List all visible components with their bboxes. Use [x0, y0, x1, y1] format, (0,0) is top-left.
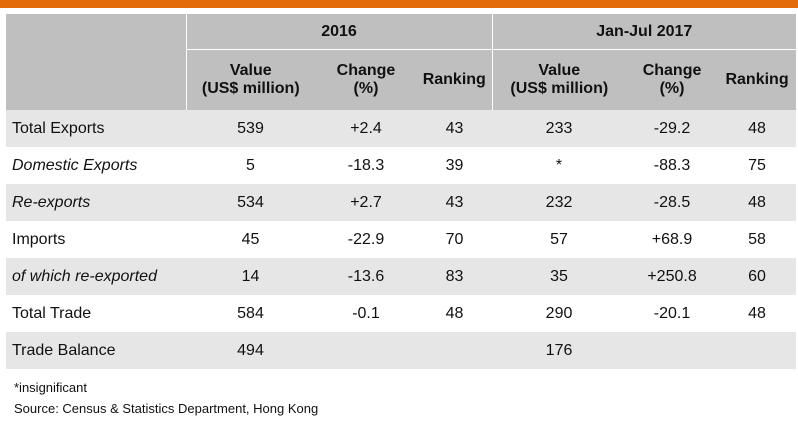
cell-change-2017: +250.8 — [626, 258, 719, 295]
row-label: Imports — [12, 230, 66, 248]
table-row-total-exports: Total Exports 539 +2.4 43 233 -29.2 48 — [6, 110, 797, 147]
cell-change-2016: -22.9 — [347, 230, 385, 248]
cell-value-2017: * — [555, 156, 563, 174]
cell-value-2017: 35 — [492, 258, 627, 295]
column-header-ranking-2017: Ranking — [718, 49, 797, 110]
cell-value-2016: 45 — [241, 230, 260, 248]
cell-value-2016: 534 — [186, 184, 315, 221]
cell-change-2016 — [315, 332, 417, 369]
cell-value-2017: 232 — [492, 184, 627, 221]
footnotes: *insignificant Source: Census & Statisti… — [14, 377, 318, 419]
cell-ranking-2016: 43 — [417, 184, 493, 221]
cell-value-2016: 494 — [186, 332, 315, 369]
column-header-value-2017: Value (US$ million) — [491, 49, 627, 110]
header-corner-cell — [6, 49, 186, 110]
table-row-re-exports: Re-exports 534 +2.7 43 232 -28.5 48 — [6, 184, 797, 221]
cell-value-2016: 539 — [186, 110, 315, 147]
footnote-insignificant: *insignificant — [14, 380, 87, 395]
cell-change-2017 — [626, 332, 719, 369]
row-label: Trade Balance — [6, 332, 186, 369]
cell-change-2016: +2.7 — [315, 184, 417, 221]
cell-value-2017: 233 — [492, 110, 627, 147]
cell-ranking-2017: 48 — [718, 184, 797, 221]
row-label: Domestic Exports — [12, 156, 138, 174]
group-header-2016: 2016 — [185, 14, 493, 50]
table-row-total-trade: Total Trade 584 -0.1 48 290 -20.1 48 — [6, 295, 796, 332]
cell-change-2016: +2.4 — [315, 110, 417, 147]
cell-change-2017: -28.5 — [626, 184, 719, 221]
column-header-ranking-2016: Ranking — [417, 49, 493, 110]
table-row-of-which-re-exported: of which re-exported 14 -13.6 83 35 +250… — [6, 258, 797, 295]
cell-ranking-2016: 43 — [417, 110, 493, 147]
header-corner-cell — [6, 14, 186, 50]
cell-value-2017: 290 — [545, 304, 573, 322]
cell-ranking-2016: 70 — [445, 230, 464, 248]
cell-ranking-2017: 75 — [748, 156, 766, 174]
cell-ranking-2016 — [417, 332, 493, 369]
table-row-imports: Imports 45 -22.9 70 57 +68.9 58 — [6, 221, 796, 258]
cell-value-2016: 5 — [246, 156, 255, 174]
cell-ranking-2016: 39 — [445, 156, 464, 174]
cell-change-2017: -88.3 — [653, 156, 691, 174]
cell-change-2017: -20.1 — [653, 304, 691, 322]
header-column-row: Value (US$ million) Change (%) Ranking Val… — [6, 49, 797, 110]
cell-ranking-2017 — [718, 332, 797, 369]
cell-value-2016: 14 — [186, 258, 315, 295]
cell-ranking-2017: 48 — [748, 304, 766, 322]
trade-statistics-table: 2016 Jan-Jul 2017 Value (US$ million) Cha… — [6, 14, 797, 369]
source-note: Source: Census & Statistics Department, … — [14, 401, 319, 416]
row-label: of which re-exported — [6, 258, 186, 295]
column-header-change-2016: Change (%) — [315, 49, 417, 110]
cell-ranking-2017: 60 — [718, 258, 797, 295]
cell-ranking-2017: 58 — [748, 230, 766, 248]
cell-change-2017: -29.2 — [626, 110, 719, 147]
row-label: Re-exports — [6, 184, 186, 221]
column-header-change-2017: Change (%) — [626, 49, 719, 110]
cell-change-2016: -18.3 — [347, 156, 385, 174]
table-row-trade-balance: Trade Balance 494 176 — [6, 332, 797, 369]
top-accent-bar — [0, 0, 798, 8]
row-label: Total Exports — [6, 110, 186, 147]
cell-change-2016: -0.1 — [352, 304, 380, 322]
cell-value-2017: 57 — [550, 230, 568, 248]
cell-value-2017: 176 — [492, 332, 627, 369]
row-label: Total Trade — [12, 304, 92, 322]
cell-ranking-2016: 83 — [417, 258, 493, 295]
cell-change-2016: -13.6 — [315, 258, 417, 295]
cell-ranking-2017: 48 — [718, 110, 797, 147]
cell-ranking-2016: 48 — [445, 304, 464, 322]
column-header-value-2016: Value (US$ million) — [185, 49, 315, 110]
header-group-row: 2016 Jan-Jul 2017 — [6, 14, 797, 50]
cell-change-2017: +68.9 — [651, 230, 693, 248]
cell-value-2016: 584 — [237, 304, 264, 322]
table-row-domestic-exports: Domestic Exports 5 -18.3 39 * -88.3 75 — [6, 147, 796, 184]
group-header-jan-jul-2017: Jan-Jul 2017 — [491, 14, 797, 50]
